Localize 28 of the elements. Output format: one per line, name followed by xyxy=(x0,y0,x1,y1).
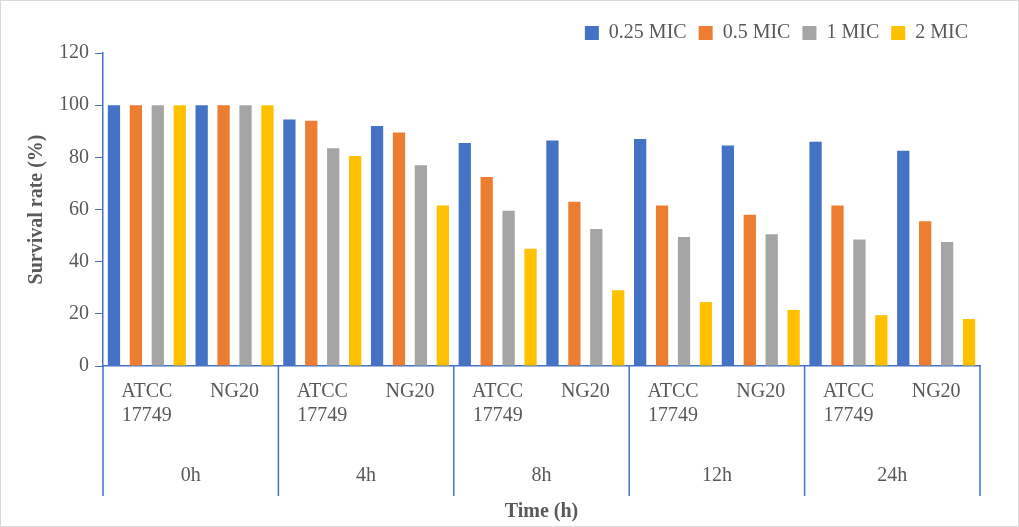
x-tick-label: NG20 xyxy=(210,379,259,402)
text: 4h xyxy=(356,463,377,486)
y-tick-label: 80 xyxy=(69,144,89,167)
text: 8h xyxy=(531,463,552,486)
y-tick-label: 60 xyxy=(69,196,89,219)
x-tick-label: ATCC 17749 xyxy=(121,379,173,426)
legend-label: 1 MIC xyxy=(826,20,880,43)
text: 0h xyxy=(180,463,201,486)
x-tick-label: NG20 xyxy=(385,379,435,402)
x-tick-label: ATCC 17749 xyxy=(472,379,524,426)
y-tick-label: 40 xyxy=(69,248,89,271)
legend-label: 0.25 MIC xyxy=(608,20,687,43)
x-axis-title: Time (h) xyxy=(504,499,579,523)
y-tick-label: 0 xyxy=(79,353,89,376)
x-tick-label: NG20 xyxy=(560,379,610,402)
x-tick-label: ATCC 17749 xyxy=(647,379,699,426)
x-tick-label: ATCC 17749 xyxy=(296,379,348,426)
x-tick-label: ATCC 17749 xyxy=(822,379,875,426)
y-axis-title: Survival rate (%) xyxy=(24,134,48,285)
x-tick-label: NG20 xyxy=(911,379,961,402)
text: 12h xyxy=(701,463,732,486)
legend-label: 2 MIC xyxy=(915,20,969,43)
y-tick-label: 120 xyxy=(59,40,89,63)
y-tick-label: 20 xyxy=(69,301,89,324)
legend-label: 0.5 MIC xyxy=(722,20,791,43)
text: 24h xyxy=(877,463,908,486)
x-tick-label: NG20 xyxy=(736,379,786,402)
y-tick-label: 100 xyxy=(59,92,89,115)
